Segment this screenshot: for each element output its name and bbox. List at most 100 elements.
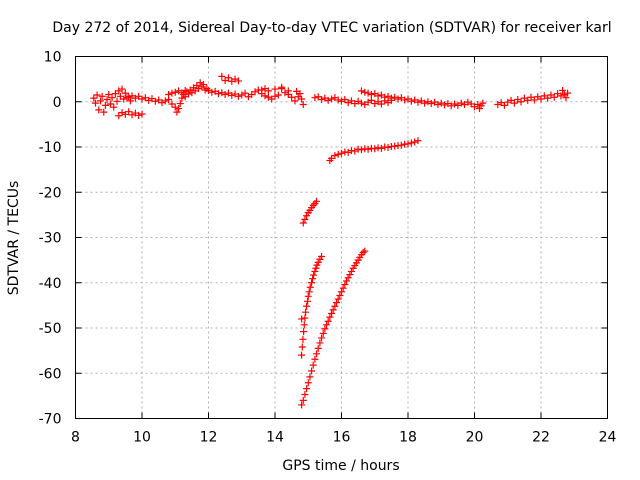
data-point: [344, 274, 352, 282]
data-point: [288, 93, 296, 101]
data-point: [384, 92, 392, 100]
data-point: [367, 96, 375, 104]
data-point: [306, 283, 314, 291]
data-point: [334, 295, 342, 303]
data-point: [175, 105, 183, 113]
data-point: [296, 90, 304, 98]
data-point: [324, 96, 332, 104]
data-point: [261, 92, 269, 100]
x-tick-label: 18: [399, 430, 417, 446]
x-tick-label: 14: [266, 430, 284, 446]
data-point: [173, 108, 181, 116]
data-point: [342, 277, 350, 285]
data-point: [524, 96, 532, 104]
data-point: [264, 87, 272, 95]
data-point: [298, 351, 306, 359]
data-point: [113, 97, 121, 105]
data-point: [300, 321, 308, 329]
data-point: [311, 355, 319, 363]
data-point: [302, 308, 310, 316]
data-point: [96, 97, 104, 105]
data-point: [298, 315, 306, 323]
data-point: [271, 92, 279, 100]
data-point: [309, 275, 317, 283]
data-point: [271, 85, 279, 93]
data-point: [298, 343, 306, 351]
data-point: [321, 325, 329, 333]
data-point: [203, 85, 211, 93]
data-point: [284, 87, 292, 95]
data-point: [374, 92, 382, 100]
data-point: [318, 334, 326, 342]
data-point: [95, 106, 103, 114]
data-point: [303, 302, 311, 310]
data-point: [424, 98, 432, 106]
data-point: [301, 391, 309, 399]
data-point: [384, 143, 392, 151]
data-point: [357, 146, 365, 154]
data-point: [299, 335, 307, 343]
data-point: [364, 145, 372, 153]
data-point: [347, 267, 355, 275]
data-point: [221, 91, 229, 99]
data-point: [303, 212, 311, 220]
data-point: [234, 92, 242, 100]
data-point: [305, 288, 313, 296]
data-point: [371, 145, 379, 153]
data-point: [364, 89, 372, 97]
data-point: [336, 291, 344, 299]
x-tick-label: 8: [71, 430, 80, 446]
data-point: [351, 147, 359, 155]
tick-labels: 8 10 12 14 16 18 20 22 24 10 0 -10 -20 -30 -40 -50 -60 -7…: [39, 50, 617, 446]
data-point: [361, 88, 369, 96]
data-point: [161, 97, 169, 105]
y-tick-label: -40: [39, 276, 62, 292]
x-tick-label: 16: [333, 430, 351, 446]
data-point: [103, 95, 111, 103]
data-point: [326, 157, 334, 165]
data-point: [304, 292, 312, 300]
data-point: [367, 91, 375, 99]
data-point: [125, 93, 133, 101]
data-point: [328, 95, 336, 103]
data-point: [329, 306, 337, 314]
data-point: [118, 85, 126, 93]
data-point: [115, 112, 123, 120]
data-point: [331, 152, 339, 160]
data-points: [90, 72, 572, 409]
data-point: [168, 89, 176, 97]
data-point: [338, 288, 345, 296]
data-point: [304, 379, 312, 387]
data-point: [264, 93, 272, 101]
data-point: [397, 141, 405, 149]
data-point: [474, 100, 482, 108]
data-point: [218, 89, 226, 97]
data-point: [299, 219, 307, 227]
data-point: [338, 149, 345, 157]
data-point: [151, 97, 159, 105]
data-point: [138, 95, 146, 103]
data-point: [338, 97, 345, 105]
data-point: [314, 258, 322, 266]
data-point: [200, 81, 208, 89]
data-point: [441, 101, 449, 109]
data-point: [304, 297, 312, 305]
data-point: [126, 97, 134, 105]
data-point: [308, 367, 316, 375]
data-point: [500, 101, 508, 109]
data-point: [118, 109, 126, 117]
data-point: [298, 95, 306, 103]
data-point: [318, 253, 326, 261]
y-tick-label: -10: [39, 140, 62, 156]
data-point: [457, 99, 465, 107]
data-point: [258, 86, 266, 94]
data-point: [214, 90, 222, 98]
data-point: [564, 89, 572, 97]
data-point: [138, 110, 146, 118]
data-point: [91, 99, 99, 107]
data-point: [165, 91, 173, 99]
data-point: [394, 95, 402, 103]
data-point: [324, 317, 332, 325]
data-point: [451, 100, 459, 108]
